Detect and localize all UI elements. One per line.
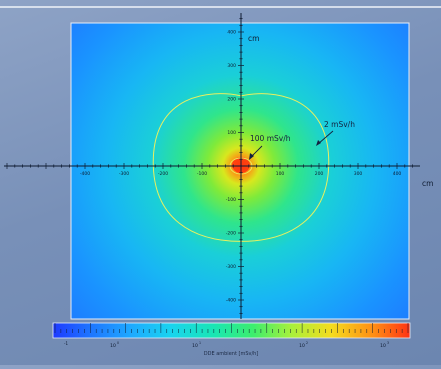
contour-arrow-2msv [317,130,334,145]
contour-arrowhead-100msv [249,153,254,160]
colorbar-label: DDE ambient [mSv/h] [204,351,259,357]
x-tick-label: 100 [276,171,285,177]
colorbar-tick-exponent: 2 [306,341,308,345]
y-tick-label: -100 [226,197,236,203]
colorbar-tick-exponent: 0 [117,341,119,345]
y-tick-label: 200 [227,97,236,103]
colorbar-tick-label: 10 [110,343,116,349]
y-tick-label: 400 [227,30,236,36]
contour-label-100msv: 100 mSv/h [250,134,291,143]
x-tick-label: -400 [80,171,90,177]
x-axis-unit: cm [422,179,433,188]
x-tick-label: 200 [315,171,324,177]
y-axis-unit: cm [248,34,259,43]
colorbar-tick-exponent: 1 [199,341,201,345]
contour-lines: 2 mSv/h 100 mSv/h [152,93,355,242]
plot-border [70,22,410,320]
y-tick-label: -200 [226,231,236,237]
x-tick-label: -100 [197,171,207,177]
contour-arrowhead-2msv [316,140,321,146]
x-tick-label: 400 [393,171,402,177]
x-tick-label: -200 [158,171,168,177]
colorbar-tick-label: -1 [64,341,68,346]
axes: -400 -300 -200 -100 100 200 300 400 400 300 200 100… [4,13,433,319]
colorbar-tick-label: 10 [380,343,386,349]
y-tick-label: -400 [226,298,236,304]
colorbar-tick-label: 10 [192,343,198,349]
colorbar-tick-exponent: 3 [387,341,389,345]
contour-label-2msv: 2 mSv/h [324,120,355,129]
y-tick-label: -300 [226,264,236,270]
x-tick-label: 300 [354,171,363,177]
colorbar-tick-label: 10 [299,343,305,349]
y-tick-label: 300 [227,63,236,69]
x-tick-label: -300 [119,171,129,177]
y-tick-label: 100 [227,130,236,136]
